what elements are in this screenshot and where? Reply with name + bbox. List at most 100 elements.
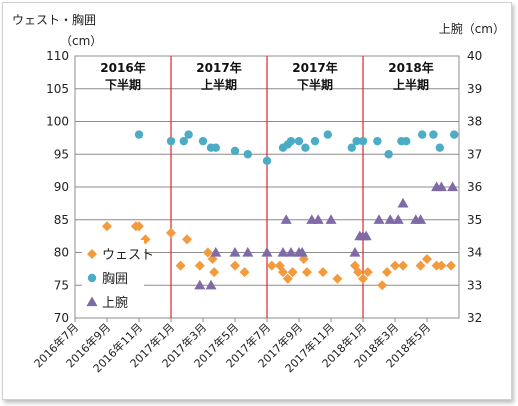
period-label-year: 2017年: [196, 60, 241, 75]
data-point-waist: [102, 221, 112, 232]
y-right-tick-label: 40: [467, 49, 482, 63]
y-right-tick-label: 36: [467, 180, 482, 194]
data-point-arm: [384, 214, 396, 224]
data-point-waist: [446, 260, 456, 271]
data-point-chest: [429, 130, 438, 139]
data-point-waist: [166, 227, 176, 238]
data-point-arm: [325, 214, 337, 224]
data-point-arm: [360, 230, 372, 241]
y-right-tick-label: 38: [467, 115, 482, 129]
legend-label: 上腕: [102, 295, 128, 311]
y-right-tick-label: 33: [467, 278, 482, 292]
legend-marker: [87, 249, 97, 259]
data-point-waist: [422, 254, 432, 265]
data-point-chest: [384, 150, 393, 159]
y-left-tick-label: 100: [46, 115, 69, 129]
data-point-arm: [242, 247, 254, 257]
legend-label: 胸囲: [102, 272, 128, 287]
data-point-waist: [278, 267, 288, 278]
data-point-arm: [280, 214, 292, 224]
data-point-chest: [347, 143, 356, 152]
data-point-waist: [287, 267, 298, 278]
data-point-arm: [210, 247, 222, 257]
period-label-half: 下半期: [105, 77, 141, 92]
data-point-waist: [202, 247, 213, 258]
data-point-arm: [205, 279, 217, 290]
y-left-tick-label: 110: [46, 49, 69, 63]
y-left-tick-label: 80: [54, 246, 69, 260]
data-point-arm: [296, 247, 308, 257]
data-point-arm: [285, 247, 297, 257]
legend-marker: [86, 296, 98, 307]
y-left-tick-label: 95: [54, 147, 69, 161]
data-point-arm: [447, 181, 459, 192]
data-point-chest: [179, 136, 188, 146]
data-point-waist: [353, 267, 364, 278]
data-point-waist: [362, 267, 373, 278]
data-point-arm: [194, 279, 206, 290]
data-point-waist: [282, 273, 293, 284]
data-point-waist: [298, 254, 309, 265]
data-point-chest: [402, 136, 411, 146]
data-point-waist: [175, 260, 186, 271]
data-point-chest: [301, 143, 310, 152]
data-point-chest: [435, 143, 444, 152]
data-point-waist: [436, 260, 447, 271]
data-point-arm: [277, 247, 289, 257]
data-point-arm: [373, 214, 385, 224]
right-axis-title: 上腕（cm）: [439, 21, 505, 36]
data-point-chest: [286, 136, 296, 146]
data-point-chest: [310, 136, 320, 146]
data-point-waist: [239, 267, 250, 278]
data-point-waist: [358, 273, 368, 284]
data-point-arm: [397, 197, 409, 208]
data-point-waist: [398, 260, 408, 271]
data-point-chest: [450, 130, 459, 139]
data-point-chest: [243, 150, 252, 159]
period-label-year: 2018年: [388, 60, 433, 75]
data-point-waist: [382, 267, 392, 278]
data-point-chest: [418, 130, 427, 139]
y-left-tick-label: 75: [54, 278, 69, 292]
data-point-chest: [166, 136, 176, 146]
data-point-chest: [294, 136, 304, 146]
data-point-waist: [266, 260, 277, 271]
y-right-tick-label: 32: [467, 311, 482, 325]
data-point-waist: [377, 280, 388, 291]
data-point-arm: [392, 214, 404, 224]
left-axis-unit: （cm）: [60, 34, 102, 48]
left-axis-title: ウェスト・胸囲: [12, 12, 96, 27]
data-point-waist: [390, 260, 400, 271]
legend-marker: [87, 273, 97, 283]
y-right-tick-label: 39: [467, 82, 482, 96]
data-point-waist: [230, 260, 240, 271]
y-left-tick-label: 85: [54, 213, 69, 227]
data-point-arm: [415, 214, 427, 224]
data-point-waist: [134, 221, 144, 232]
data-point-arm: [349, 247, 361, 257]
period-label-year: 2016年: [100, 60, 145, 75]
data-point-chest: [230, 146, 240, 156]
data-point-waist: [182, 234, 192, 245]
legend-label: ウェスト: [102, 248, 154, 263]
data-point-arm: [261, 247, 273, 257]
y-left-tick-label: 105: [46, 82, 69, 96]
data-point-waist: [194, 260, 205, 271]
period-label-half: 上半期: [393, 77, 429, 92]
data-point-waist: [302, 267, 312, 278]
data-point-waist: [332, 273, 343, 284]
data-point-chest: [373, 136, 382, 146]
data-point-arm: [435, 181, 447, 192]
data-point-waist: [209, 267, 220, 278]
period-label-half: 上半期: [201, 77, 237, 92]
data-point-waist: [207, 254, 218, 265]
data-point-waist: [415, 260, 426, 271]
data-point-chest: [134, 130, 144, 139]
y-right-tick-label: 35: [467, 213, 482, 227]
data-point-chest: [211, 143, 220, 152]
period-label-year: 2017年: [292, 60, 337, 75]
data-point-waist: [318, 267, 328, 278]
y-right-tick-label: 34: [467, 246, 482, 260]
data-point-chest: [323, 130, 332, 139]
